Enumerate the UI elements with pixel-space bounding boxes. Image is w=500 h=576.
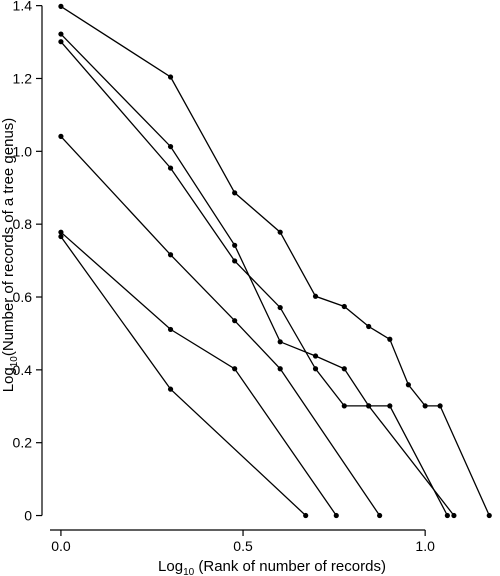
data-point [312,353,319,359]
series-line [60,33,455,516]
y-tick-label: 0.8 [13,216,33,232]
series [58,233,309,519]
series-line [60,41,448,516]
data-point [387,403,393,409]
data-point [405,382,411,388]
data-point [341,403,347,409]
x-tick-label: 1.0 [415,538,435,554]
y-tick-label: 0.6 [13,289,33,305]
data-point [437,403,443,409]
series [58,31,457,519]
series-line [60,5,490,516]
y-axis-label-prefix: Log [0,367,17,392]
series [58,133,383,519]
y-tick-label: 0 [24,508,32,524]
data-point [167,143,174,150]
axes [41,5,426,531]
data-point [312,293,319,299]
data-point [303,512,309,519]
data-point [167,74,174,80]
x-tick-label: 0.5 [233,538,253,554]
data-point [277,366,283,372]
data-point [167,386,174,392]
data-point [277,339,283,345]
data-point [167,252,174,258]
data-point [387,336,393,342]
data-point [377,512,383,519]
x-axis-label-prefix: Log [158,558,183,575]
series [58,39,450,519]
y-axis-label-subscript: 10 [9,356,20,368]
x-axis-label: Log10 (Rank of number of records) [158,558,386,576]
x-tick-label: 0.0 [51,538,71,554]
y-tick-label: 0.2 [13,435,33,451]
series-group [58,3,492,519]
data-point [232,366,238,372]
data-point [341,303,347,310]
y-tick-label: 1.0 [13,143,33,159]
y-tick-label: 1.4 [13,0,33,14]
y-axis-label: Log10(Number of records of a tree genus) [0,118,20,393]
data-point [333,512,339,519]
data-point [58,3,64,9]
x-axis-label-subscript: 10 [183,567,195,576]
data-point [366,323,372,330]
data-point [58,39,64,45]
data-point [58,133,64,139]
data-point [232,242,238,248]
y-ticks: 0 0.2 0.4 0.6 0.8 1.0 1.2 1.4 [13,0,42,524]
data-point [167,165,174,171]
x-ticks: 0.0 0.5 1.0 [51,530,435,554]
data-point [422,403,428,409]
data-point [232,258,238,264]
data-point [167,326,174,333]
data-point [312,366,319,372]
data-point [277,229,283,235]
data-point [58,233,64,240]
data-point [232,318,238,324]
data-point [58,31,64,37]
series-line [60,231,337,516]
y-tick-label: 1.2 [13,70,33,86]
y-tick-label: 0.4 [13,362,33,378]
data-point [277,304,283,311]
series [58,3,492,519]
data-point [451,512,457,519]
data-point [232,190,238,196]
data-point [486,512,492,519]
x-axis-label-rest: (Rank of number of records) [194,558,386,575]
data-point [366,403,372,409]
series-line [60,236,307,516]
data-point [58,229,64,235]
data-point [444,512,450,519]
data-point [341,366,347,372]
series-line [60,135,381,516]
y-axis-label-rest: (Number of records of a tree genus) [0,118,17,356]
series [58,229,339,519]
